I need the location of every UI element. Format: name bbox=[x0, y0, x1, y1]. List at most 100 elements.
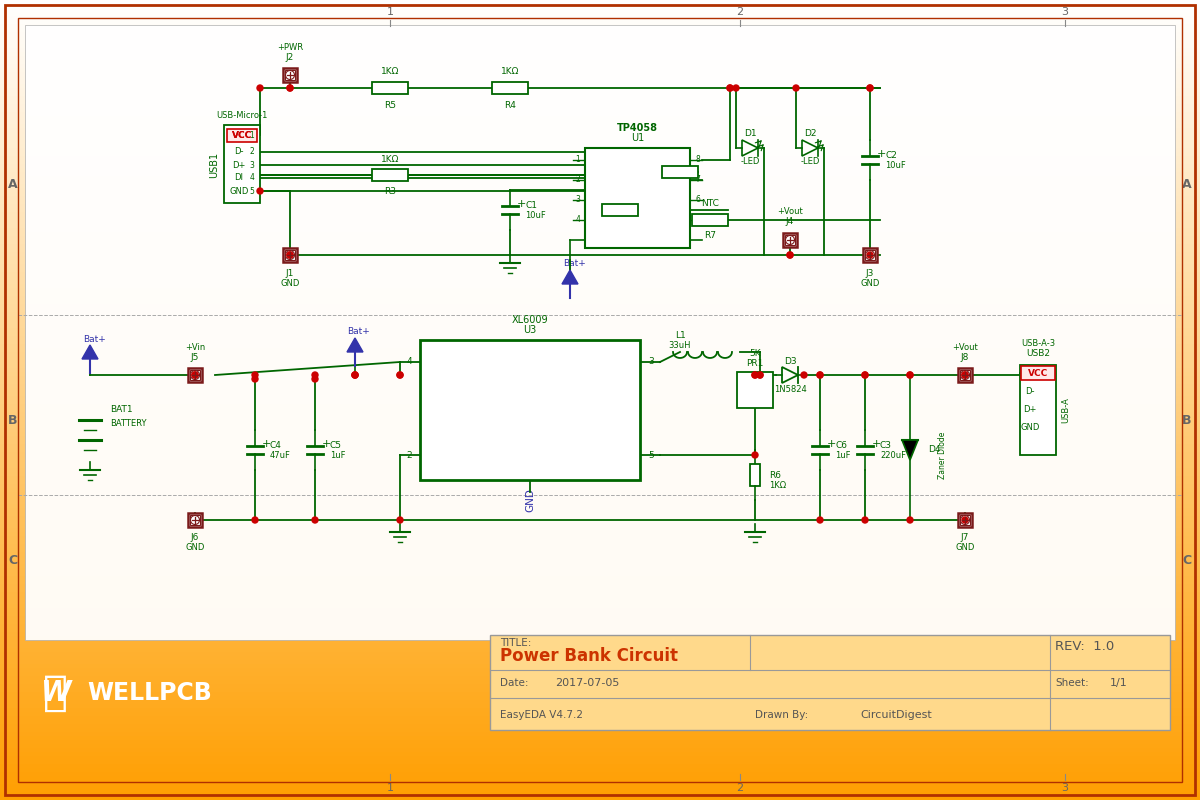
Bar bbox=[0, 780, 1200, 785]
Bar bbox=[0, 472, 1200, 477]
Text: CE: CE bbox=[674, 155, 685, 165]
Text: 2: 2 bbox=[575, 175, 580, 185]
Bar bbox=[0, 604, 1200, 609]
Text: D+: D+ bbox=[1024, 405, 1037, 414]
Bar bbox=[0, 556, 1200, 561]
Bar bbox=[0, 580, 1200, 585]
Bar bbox=[0, 100, 1200, 105]
Bar bbox=[0, 340, 1200, 345]
Text: 47uF: 47uF bbox=[270, 451, 290, 461]
Text: 5K: 5K bbox=[749, 350, 761, 358]
Text: +: + bbox=[876, 149, 886, 159]
Bar bbox=[784, 233, 797, 247]
Bar bbox=[0, 380, 1200, 385]
Bar bbox=[0, 204, 1200, 209]
Circle shape bbox=[727, 85, 733, 91]
Bar bbox=[0, 20, 1200, 25]
Circle shape bbox=[287, 252, 293, 258]
Bar bbox=[0, 36, 1200, 41]
Text: SW: SW bbox=[616, 357, 632, 367]
Text: DI: DI bbox=[234, 174, 244, 182]
Bar bbox=[0, 620, 1200, 625]
Circle shape bbox=[397, 517, 403, 523]
Bar bbox=[0, 372, 1200, 377]
Text: STDBY: STDBY bbox=[660, 195, 685, 205]
Bar bbox=[0, 304, 1200, 309]
Bar bbox=[0, 796, 1200, 800]
Bar bbox=[586, 148, 690, 248]
Text: 1KΩ: 1KΩ bbox=[500, 67, 520, 77]
Bar bbox=[0, 128, 1200, 133]
Bar bbox=[0, 260, 1200, 265]
Bar bbox=[0, 352, 1200, 357]
Bar bbox=[0, 212, 1200, 217]
Bar bbox=[0, 460, 1200, 465]
Bar bbox=[0, 488, 1200, 493]
Bar bbox=[0, 512, 1200, 517]
Bar bbox=[0, 0, 1200, 5]
Circle shape bbox=[752, 372, 758, 378]
Text: D-: D- bbox=[1025, 386, 1034, 395]
Bar bbox=[0, 440, 1200, 445]
Circle shape bbox=[252, 376, 258, 382]
Bar bbox=[0, 116, 1200, 121]
Text: 4: 4 bbox=[250, 174, 254, 182]
Bar bbox=[0, 8, 1200, 13]
Circle shape bbox=[907, 372, 913, 378]
Bar bbox=[0, 444, 1200, 449]
Bar bbox=[0, 348, 1200, 353]
Bar bbox=[0, 592, 1200, 597]
Bar bbox=[0, 28, 1200, 33]
Circle shape bbox=[257, 85, 263, 91]
Bar bbox=[0, 540, 1200, 545]
Text: EasyEDA V4.7.2: EasyEDA V4.7.2 bbox=[500, 710, 583, 720]
Bar bbox=[0, 344, 1200, 349]
Text: +: + bbox=[516, 199, 526, 209]
Circle shape bbox=[352, 372, 358, 378]
Bar bbox=[0, 276, 1200, 281]
Bar bbox=[0, 464, 1200, 469]
Bar bbox=[0, 516, 1200, 521]
Text: GND: GND bbox=[860, 278, 880, 287]
Bar bbox=[0, 152, 1200, 157]
Bar bbox=[0, 564, 1200, 569]
Text: 5: 5 bbox=[250, 186, 254, 195]
Circle shape bbox=[397, 372, 403, 378]
Text: B: B bbox=[1182, 414, 1192, 426]
Text: U1: U1 bbox=[631, 133, 644, 143]
Circle shape bbox=[352, 372, 358, 378]
Text: -LED: -LED bbox=[800, 158, 820, 166]
Bar bbox=[224, 125, 260, 203]
Text: J1: J1 bbox=[286, 269, 294, 278]
Text: R3: R3 bbox=[384, 186, 396, 195]
Bar bbox=[0, 148, 1200, 153]
Bar bbox=[0, 232, 1200, 237]
Text: 10uF: 10uF bbox=[526, 211, 546, 221]
Circle shape bbox=[191, 370, 199, 379]
Bar bbox=[0, 600, 1200, 605]
Bar bbox=[0, 264, 1200, 269]
Bar bbox=[0, 708, 1200, 713]
Bar bbox=[0, 660, 1200, 665]
Bar bbox=[420, 340, 640, 480]
Text: 2: 2 bbox=[407, 450, 412, 459]
Bar bbox=[0, 316, 1200, 321]
Text: 3: 3 bbox=[250, 161, 254, 170]
Text: CHRG: CHRG bbox=[662, 175, 685, 185]
Bar bbox=[0, 724, 1200, 729]
Circle shape bbox=[866, 252, 874, 258]
Text: 2: 2 bbox=[250, 147, 254, 157]
Circle shape bbox=[802, 372, 808, 378]
Text: C: C bbox=[1182, 554, 1192, 566]
Text: VCC: VCC bbox=[232, 130, 252, 139]
Bar bbox=[0, 608, 1200, 613]
Text: USB-A: USB-A bbox=[1062, 397, 1070, 423]
Bar bbox=[283, 248, 298, 262]
Bar bbox=[0, 172, 1200, 177]
Text: NTC: NTC bbox=[701, 199, 719, 209]
Bar bbox=[0, 596, 1200, 601]
Bar bbox=[0, 12, 1200, 17]
Bar bbox=[0, 772, 1200, 777]
Text: 2: 2 bbox=[737, 783, 744, 793]
Bar bbox=[0, 72, 1200, 77]
